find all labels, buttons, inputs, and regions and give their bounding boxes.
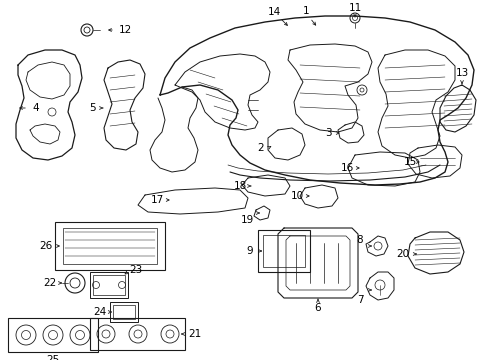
Text: 26: 26 <box>40 241 53 251</box>
Text: 13: 13 <box>454 68 468 78</box>
Text: 12: 12 <box>118 25 131 35</box>
Bar <box>110 302 138 322</box>
Text: 16: 16 <box>340 163 353 173</box>
Text: 21: 21 <box>188 329 201 339</box>
Text: 23: 23 <box>129 265 142 275</box>
Text: 10: 10 <box>290 191 303 201</box>
Text: 5: 5 <box>88 103 95 113</box>
Bar <box>258 230 309 272</box>
Text: 9: 9 <box>246 246 253 256</box>
Text: 25: 25 <box>46 355 60 360</box>
Text: 6: 6 <box>314 303 321 313</box>
Text: 4: 4 <box>33 103 39 113</box>
Bar <box>93 275 125 295</box>
Bar <box>90 318 184 350</box>
Text: 3: 3 <box>324 128 331 138</box>
Text: 14: 14 <box>267 7 280 17</box>
Text: 17: 17 <box>150 195 163 205</box>
Bar <box>263 235 305 267</box>
Text: 24: 24 <box>93 307 106 317</box>
Text: 18: 18 <box>233 181 246 191</box>
Text: 7: 7 <box>356 295 363 305</box>
Bar <box>55 222 164 270</box>
Text: 8: 8 <box>356 235 363 245</box>
Bar <box>113 305 135 319</box>
Text: 11: 11 <box>347 3 361 13</box>
Bar <box>90 272 128 298</box>
Text: 19: 19 <box>240 215 253 225</box>
Bar <box>63 228 157 264</box>
Text: 22: 22 <box>43 278 57 288</box>
Text: 1: 1 <box>302 6 309 16</box>
Text: 20: 20 <box>396 249 409 259</box>
Bar <box>8 318 98 352</box>
Text: 2: 2 <box>257 143 264 153</box>
Text: 15: 15 <box>403 157 416 167</box>
